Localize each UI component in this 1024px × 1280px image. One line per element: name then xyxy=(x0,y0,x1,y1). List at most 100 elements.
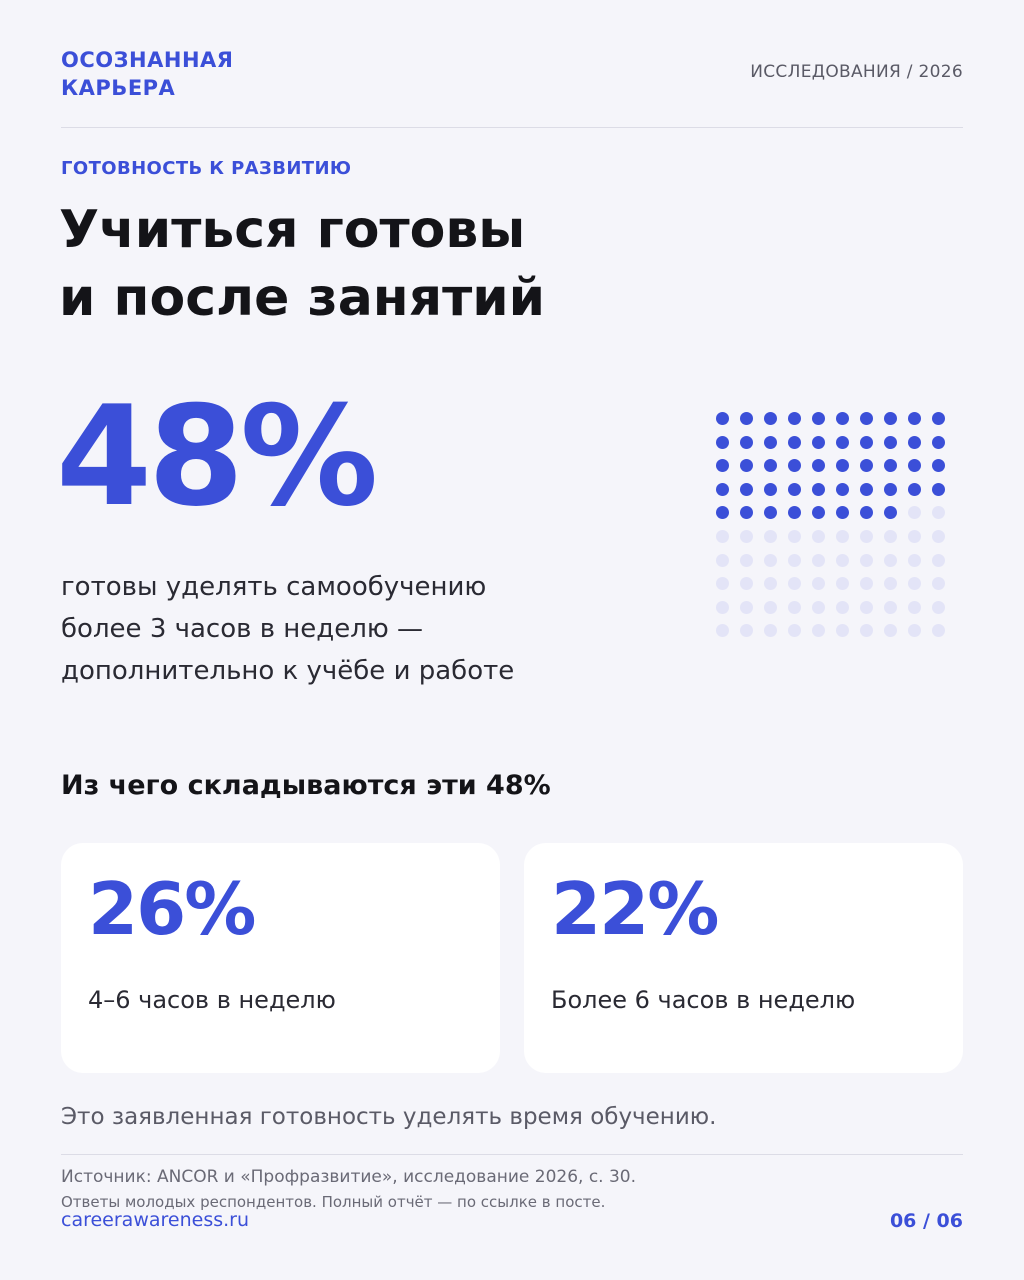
dot-empty xyxy=(884,553,897,567)
source-note: Ответы молодых респондентов. Полный отчё… xyxy=(61,1193,606,1211)
card-label: 4–6 часов в неделю xyxy=(88,986,336,1014)
dot-empty xyxy=(836,600,849,614)
desc-line-3: дополнительно к учёбе и работе xyxy=(61,656,515,686)
dot-empty xyxy=(740,600,753,614)
dot-empty xyxy=(764,624,777,638)
dot-filled xyxy=(932,482,945,496)
footnote: Это заявленная готовность уделять время … xyxy=(61,1104,717,1130)
dot-empty xyxy=(932,506,945,520)
dot-filled xyxy=(740,482,753,496)
dot-filled xyxy=(812,459,825,473)
dot-filled xyxy=(812,412,825,425)
dot-empty xyxy=(740,577,753,591)
desc-line-1: готовы уделять самообучению xyxy=(61,572,487,602)
site-link[interactable]: careerawareness.ru xyxy=(61,1209,250,1231)
dot-filled xyxy=(740,459,753,473)
dot-empty xyxy=(812,529,825,543)
section-label: ИССЛЕДОВАНИЯ / 2026 xyxy=(750,62,963,82)
dot-filled xyxy=(716,506,729,520)
dot-filled xyxy=(788,412,801,425)
dot-filled xyxy=(764,506,777,520)
dot-filled xyxy=(860,506,873,520)
dot-empty xyxy=(740,624,753,638)
page-title: Учиться готовы и после занятий xyxy=(59,196,545,332)
dot-empty xyxy=(764,553,777,567)
dot-empty xyxy=(788,600,801,614)
brand-line-1: ОСОЗНАННАЯ xyxy=(61,48,234,72)
dot-empty xyxy=(740,529,753,543)
dot-filled xyxy=(812,482,825,496)
dot-empty xyxy=(884,624,897,638)
dot-filled xyxy=(788,435,801,449)
dot-filled xyxy=(740,506,753,520)
dot-empty xyxy=(836,529,849,543)
dot-filled xyxy=(860,482,873,496)
brand-logo: ОСОЗНАННАЯ КАРЬЕРА xyxy=(61,46,233,102)
dot-filled xyxy=(860,412,873,425)
main-stat-value: 48% xyxy=(56,376,378,537)
dot-filled xyxy=(716,412,729,425)
dot-filled xyxy=(908,459,921,473)
dot-filled xyxy=(836,412,849,425)
dot-empty xyxy=(860,553,873,567)
dot-filled xyxy=(764,435,777,449)
dot-empty xyxy=(740,553,753,567)
dot-empty xyxy=(932,624,945,638)
dot-filled xyxy=(836,506,849,520)
card-label: Более 6 часов в неделю xyxy=(551,986,856,1014)
dot-empty xyxy=(788,553,801,567)
dot-filled xyxy=(908,435,921,449)
eyebrow-label: ГОТОВНОСТЬ К РАЗВИТИЮ xyxy=(61,158,352,179)
dot-filled xyxy=(836,482,849,496)
dot-empty xyxy=(836,553,849,567)
dot-filled xyxy=(716,435,729,449)
brand-line-2: КАРЬЕРА xyxy=(61,76,176,100)
dot-empty xyxy=(860,624,873,638)
dot-empty xyxy=(812,600,825,614)
dot-filled xyxy=(764,412,777,425)
dot-empty xyxy=(716,577,729,591)
dot-empty xyxy=(836,624,849,638)
dot-filled xyxy=(932,435,945,449)
dot-filled xyxy=(836,435,849,449)
dot-empty xyxy=(908,577,921,591)
page-indicator: 06 / 06 xyxy=(889,1210,963,1232)
dot-filled xyxy=(860,459,873,473)
dot-filled xyxy=(908,482,921,496)
card-value: 22% xyxy=(551,867,719,951)
footer-divider xyxy=(61,1154,963,1155)
dot-empty xyxy=(932,600,945,614)
card-value: 26% xyxy=(88,867,256,951)
dot-empty xyxy=(908,624,921,638)
source-citation: Источник: ANCOR и «Профразвитие», исслед… xyxy=(61,1167,637,1187)
dot-empty xyxy=(716,624,729,638)
dot-empty xyxy=(812,577,825,591)
dot-empty xyxy=(884,529,897,543)
dot-empty xyxy=(716,529,729,543)
title-line-2: и после занятий xyxy=(59,268,546,328)
dot-empty xyxy=(716,553,729,567)
dot-empty xyxy=(860,577,873,591)
title-line-1: Учиться готовы xyxy=(59,200,526,260)
dot-filled xyxy=(908,412,921,425)
dot-empty xyxy=(884,600,897,614)
dot-empty xyxy=(932,577,945,591)
desc-line-2: более 3 часов в неделю — xyxy=(61,614,424,644)
dot-filled xyxy=(812,435,825,449)
breakdown-title: Из чего складываются эти 48% xyxy=(61,770,551,801)
dot-empty xyxy=(764,600,777,614)
dot-empty xyxy=(764,577,777,591)
dot-grid-chart xyxy=(711,407,951,647)
dot-filled xyxy=(932,412,945,425)
dot-empty xyxy=(908,529,921,543)
dot-empty xyxy=(860,600,873,614)
dot-empty xyxy=(908,600,921,614)
dot-filled xyxy=(860,435,873,449)
dot-filled xyxy=(788,482,801,496)
dot-filled xyxy=(884,435,897,449)
dot-filled xyxy=(716,459,729,473)
stat-card-6-plus-hours: 22% Более 6 часов в неделю xyxy=(524,843,963,1073)
dot-filled xyxy=(716,482,729,496)
dot-filled xyxy=(788,459,801,473)
dot-empty xyxy=(932,553,945,567)
